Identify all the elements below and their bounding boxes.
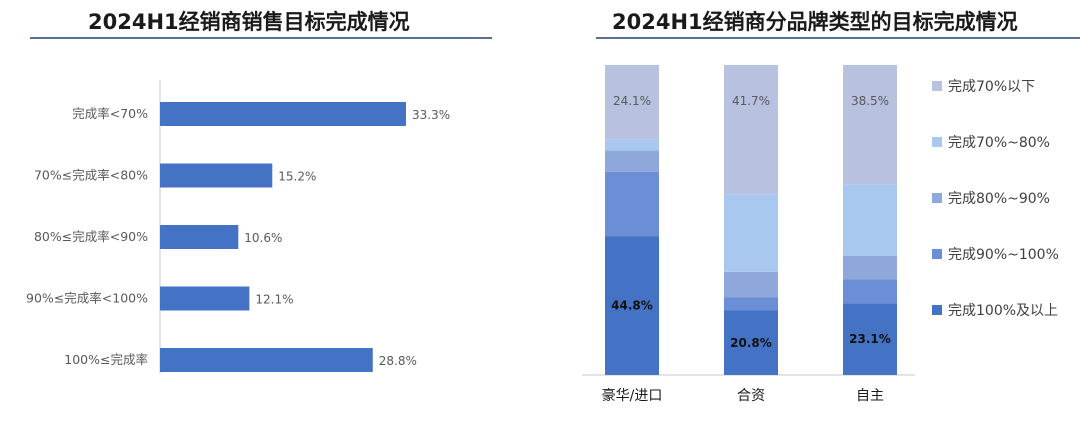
left-value-label-1: 15.2%	[278, 170, 316, 184]
left-value-label-2: 10.6%	[244, 231, 282, 245]
left-title-underline	[30, 37, 492, 39]
legend-swatch-2	[932, 193, 942, 203]
left-value-label-0: 33.3%	[412, 108, 450, 122]
right-bar-1-segment-3	[724, 194, 778, 272]
left-value-label-3: 12.1%	[255, 293, 293, 307]
left-category-label-0: 完成率<70%	[72, 106, 148, 121]
right-data-label-1-0: 20.8%	[730, 336, 772, 350]
right-data-label-1-4: 41.7%	[732, 94, 770, 108]
left-category-label-2: 80%≤完成率<90%	[34, 229, 148, 244]
legend-label-3: 完成90%~100%	[948, 247, 1059, 263]
right-bar-2-segment-3	[843, 184, 897, 256]
right-category-label-2: 自主	[856, 388, 884, 404]
legend-label-1: 完成70%~80%	[948, 135, 1050, 151]
left-bar-0	[160, 102, 406, 126]
left-chart-panel: 2024H1经销商销售目标完成情况 完成率<70% 33.3% 70%≤完成率<80…	[0, 0, 520, 423]
right-bar-0-segment-2	[605, 150, 659, 172]
right-bar-0-segment-3	[605, 139, 659, 151]
legend-label-0: 完成70%以下	[948, 79, 1035, 95]
right-bar-0-segment-4	[605, 65, 659, 140]
left-bar-4	[160, 348, 373, 372]
right-bar-1-segment-4	[724, 65, 778, 195]
left-bar-1	[160, 163, 273, 188]
left-chart-title: 2024H1经销商销售目标完成情况	[88, 10, 410, 34]
right-bar-2-segment-4	[843, 65, 897, 185]
right-data-label-0-4: 24.1%	[613, 94, 651, 108]
right-bar-0-segment-1	[605, 171, 659, 237]
legend-label-2: 完成80%~90%	[948, 191, 1050, 207]
left-bar-2	[160, 225, 239, 249]
right-category-label-0: 豪华/进口	[602, 388, 663, 404]
right-bar-2-segment-2	[843, 255, 897, 280]
right-data-label-0-0: 44.8%	[611, 299, 653, 313]
left-category-label-4: 100%≤完成率	[64, 352, 148, 367]
left-category-label-1: 70%≤完成率<80%	[34, 168, 148, 183]
left-value-label-4: 28.8%	[379, 354, 417, 368]
legend-label-4: 完成100%及以上	[948, 303, 1058, 319]
right-title-underline	[596, 37, 1080, 39]
legend-swatch-3	[932, 249, 942, 259]
left-bar-3	[160, 286, 250, 311]
right-stacked-bar-chart: 44.8% 24.1% 豪华/进口 20.8% 41.7% 合资 23.1% 38.5% 自主 完…	[582, 65, 1059, 404]
legend-swatch-4	[932, 305, 942, 315]
right-bar-2-segment-1	[843, 279, 897, 304]
right-bar-2-segment-0	[843, 303, 897, 375]
left-category-label-3: 90%≤完成率<100%	[26, 291, 148, 306]
right-chart-title: 2024H1经销商分品牌类型的目标完成情况	[612, 10, 1018, 34]
left-bar-chart: 完成率<70% 33.3% 70%≤完成率<80% 15.2% 80%≤完成率<90% 1…	[26, 80, 450, 374]
legend-swatch-0	[932, 81, 942, 91]
legend-swatch-1	[932, 137, 942, 147]
right-bar-0-segment-0	[605, 236, 659, 375]
right-data-label-2-4: 38.5%	[851, 94, 889, 108]
right-data-label-2-0: 23.1%	[849, 332, 891, 346]
right-bar-1-segment-1	[724, 297, 778, 311]
right-category-label-1: 合资	[737, 388, 765, 404]
right-bar-1-segment-2	[724, 271, 778, 298]
right-chart-panel: 2024H1经销商分品牌类型的目标完成情况 44.8% 24.1% 豪华/进口 20.…	[560, 0, 1080, 423]
right-bar-1-segment-0	[724, 310, 778, 375]
